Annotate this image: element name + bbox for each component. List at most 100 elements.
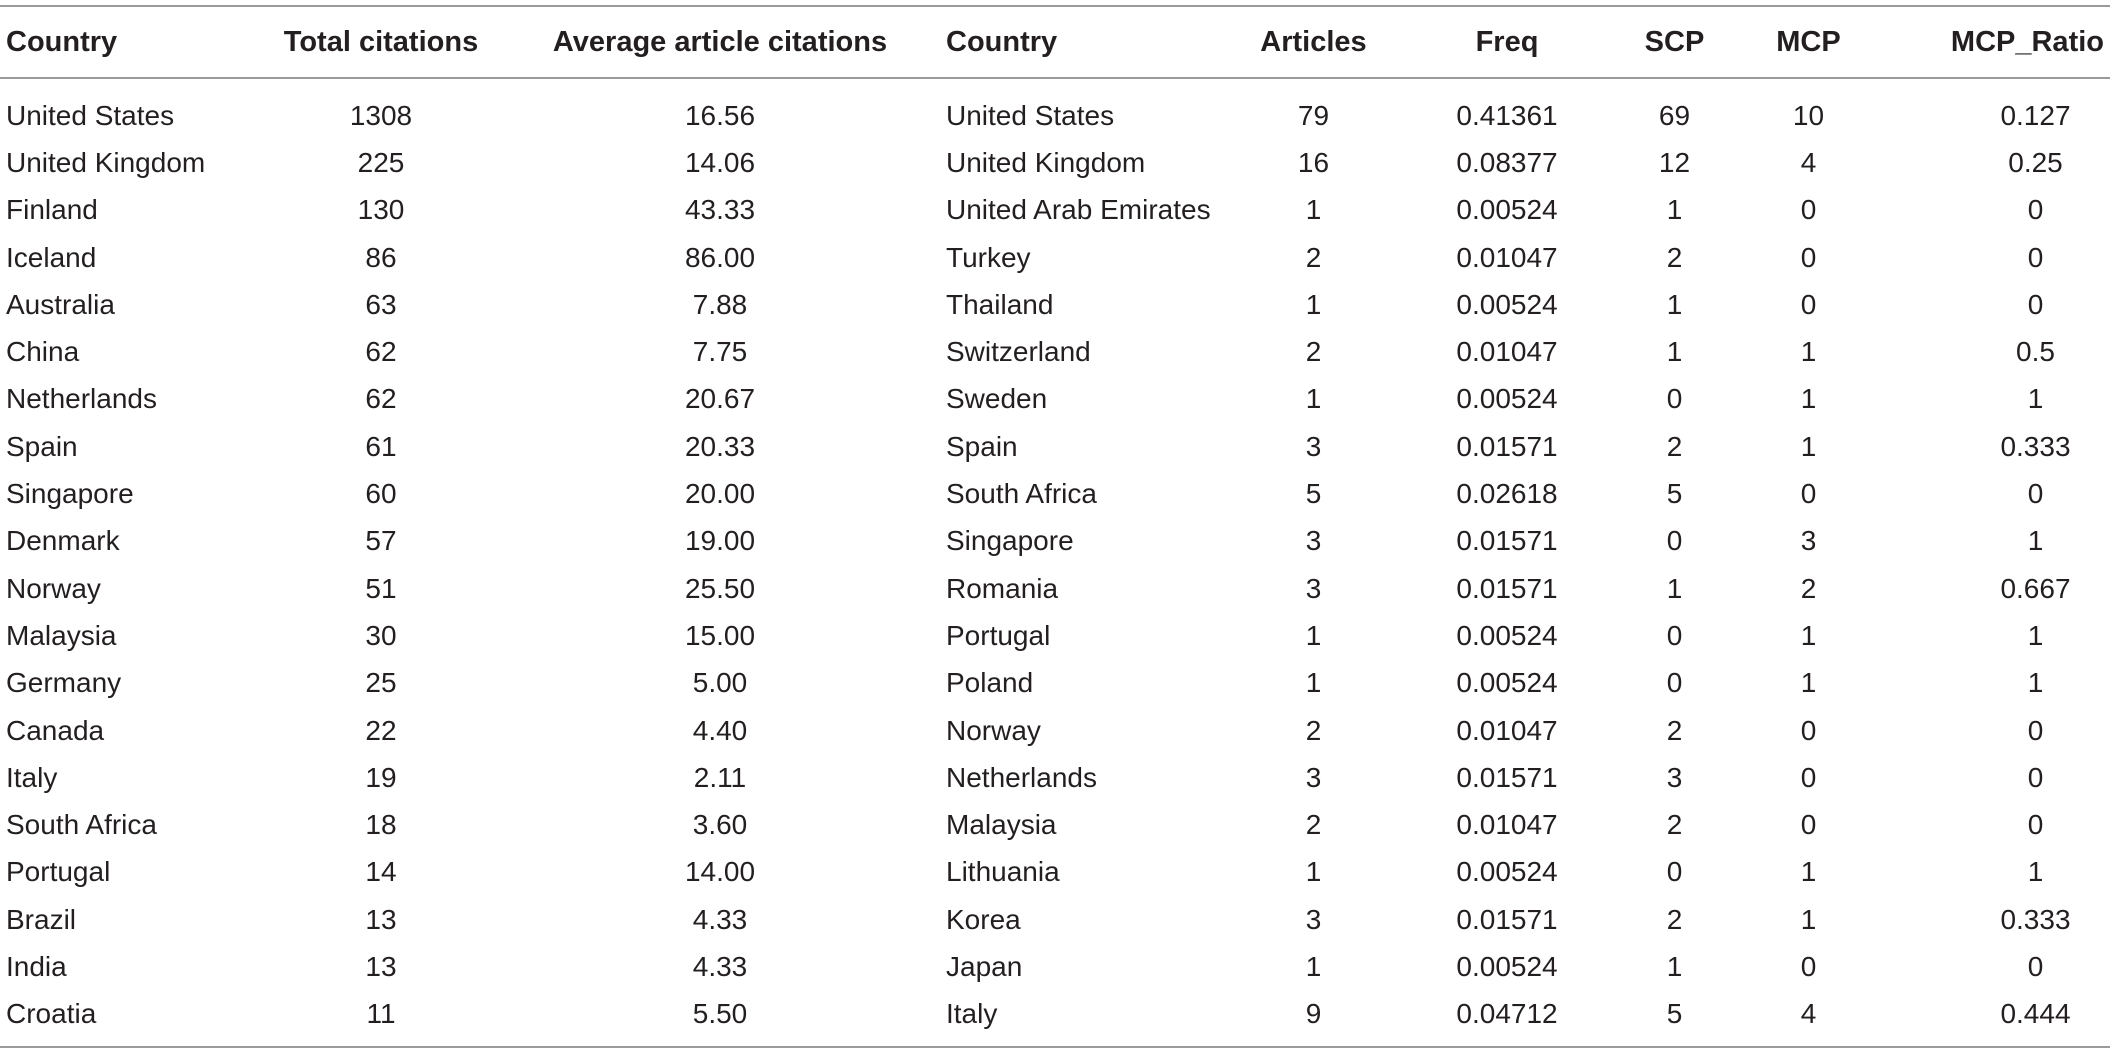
cell-country: Brazil [6, 903, 77, 935]
cell-freq: 0.00524 [1456, 667, 1558, 699]
cell-total-citations: 22 [365, 714, 397, 746]
table-row: Germany 25 5.00 Poland 1 0.00524 0 1 1 [0, 660, 2110, 707]
cell-articles: 2 [1305, 336, 1322, 368]
cell-country: Italy [6, 761, 58, 793]
cell-country-2: Poland [946, 667, 1034, 699]
cell-average-article-citations: 4.33 [692, 950, 748, 982]
cell-mcp-ratio: 0.25 [2008, 146, 2063, 178]
cell-total-citations: 13 [365, 903, 397, 935]
table-row: Italy 19 2.11 Netherlands 3 0.01571 3 0 0 [0, 754, 2110, 801]
cell-freq: 0.00524 [1456, 950, 1558, 982]
cell-mcp: 0 [1800, 288, 1817, 320]
cell-articles: 79 [1297, 99, 1330, 131]
cell-country-2: Turkey [946, 241, 1031, 273]
cell-freq: 0.41361 [1456, 99, 1558, 131]
cell-articles: 3 [1305, 761, 1322, 793]
cell-mcp-ratio: 0 [2027, 809, 2044, 841]
cell-total-citations: 19 [365, 761, 397, 793]
cell-average-article-citations: 20.00 [684, 478, 756, 510]
cell-mcp-ratio: 0 [2027, 478, 2044, 510]
cell-country: Malaysia [6, 619, 117, 651]
cell-articles: 9 [1305, 998, 1322, 1030]
cell-scp: 1 [1666, 950, 1683, 982]
header-articles: Articles [1260, 25, 1367, 58]
table-row: United States 1308 16.56 United States 79 0.4… [0, 78, 2110, 139]
cell-freq: 0.00524 [1456, 383, 1558, 415]
table-row: Canada 22 4.40 Norway 2 0.01047 2 0 0 [0, 707, 2110, 754]
header-mcp-ratio: MCP_Ratio [1950, 25, 2104, 58]
cell-scp: 5 [1666, 998, 1683, 1030]
cell-mcp: 0 [1800, 950, 1817, 982]
table-row: Denmark 57 19.00 Singapore 3 0.01571 0 3 1 [0, 518, 2110, 565]
cell-country-2: Malaysia [946, 809, 1057, 841]
cell-total-citations: 63 [365, 288, 397, 320]
cell-freq: 0.01571 [1456, 761, 1558, 793]
cell-average-article-citations: 7.75 [692, 336, 748, 368]
cell-scp: 2 [1666, 714, 1683, 746]
cell-country: Croatia [6, 998, 97, 1030]
cell-country-2: Thailand [946, 288, 1054, 320]
cell-average-article-citations: 5.00 [692, 667, 748, 699]
table-row: Australia 63 7.88 Thailand 1 0.00524 1 0 0 [0, 281, 2110, 328]
cell-average-article-citations: 7.88 [692, 288, 748, 320]
cell-scp: 0 [1666, 619, 1683, 651]
cell-country: Portugal [6, 856, 111, 888]
table-row: Portugal 14 14.00 Lithuania 1 0.00524 0 1 1 [0, 849, 2110, 896]
cell-country: United Kingdom [6, 146, 206, 178]
cell-country-2: Portugal [946, 619, 1051, 651]
cell-total-citations: 61 [365, 430, 397, 462]
cell-scp: 0 [1666, 667, 1683, 699]
cell-mcp: 0 [1800, 761, 1817, 793]
cell-scp: 2 [1666, 430, 1683, 462]
cell-scp: 2 [1666, 809, 1683, 841]
cell-freq: 0.01047 [1456, 336, 1558, 368]
cell-articles: 1 [1305, 950, 1322, 982]
cell-mcp-ratio: 1 [2027, 383, 2044, 415]
cell-average-article-citations: 16.56 [684, 99, 756, 131]
cell-country: Norway [6, 572, 101, 604]
cell-articles: 1 [1305, 667, 1322, 699]
cell-average-article-citations: 86.00 [684, 241, 756, 273]
cell-average-article-citations: 15.00 [684, 619, 756, 651]
cell-freq: 0.00524 [1456, 619, 1558, 651]
cell-scp: 1 [1666, 572, 1683, 604]
cell-mcp-ratio: 0 [2027, 714, 2044, 746]
cell-freq: 0.01047 [1456, 241, 1558, 273]
cell-mcp-ratio: 0.333 [2000, 903, 2071, 935]
cell-average-article-citations: 25.50 [684, 572, 756, 604]
cell-country: Iceland [6, 241, 97, 273]
cell-country-2: United Kingdom [946, 146, 1146, 178]
cell-total-citations: 30 [365, 619, 397, 651]
cell-mcp-ratio: 0 [2027, 950, 2044, 982]
cell-mcp-ratio: 0.333 [2000, 430, 2071, 462]
cell-scp: 1 [1666, 288, 1683, 320]
cell-scp: 1 [1666, 194, 1683, 226]
cell-average-article-citations: 5.50 [692, 998, 748, 1030]
cell-country-2: Netherlands [946, 761, 1097, 793]
cell-freq: 0.08377 [1456, 146, 1558, 178]
table-row: Singapore 60 20.00 South Africa 5 0.02618 5 0 0 [0, 470, 2110, 517]
cell-freq: 0.01047 [1456, 809, 1558, 841]
table-row: Spain 61 20.33 Spain 3 0.01571 2 1 0.333 [0, 423, 2110, 470]
cell-mcp-ratio: 1 [2027, 667, 2044, 699]
cell-country-2: Singapore [946, 525, 1074, 557]
cell-country: South Africa [6, 809, 157, 841]
cell-articles: 1 [1305, 619, 1322, 651]
cell-country: Germany [6, 667, 122, 699]
cell-mcp: 1 [1800, 336, 1817, 368]
cell-scp: 5 [1666, 478, 1683, 510]
cell-mcp: 1 [1800, 619, 1817, 651]
cell-articles: 3 [1305, 903, 1322, 935]
cell-total-citations: 18 [365, 809, 397, 841]
cell-country-2: United States [946, 99, 1115, 131]
cell-country-2: Sweden [946, 383, 1048, 415]
cell-average-article-citations: 14.06 [684, 146, 756, 178]
cell-mcp: 2 [1800, 572, 1817, 604]
cell-average-article-citations: 3.60 [692, 809, 748, 841]
cell-mcp-ratio: 0.667 [2000, 572, 2071, 604]
cell-total-citations: 60 [365, 478, 397, 510]
table-top-rule [0, 5, 2110, 7]
cell-average-article-citations: 4.40 [692, 714, 748, 746]
table-row: Malaysia 30 15.00 Portugal 1 0.00524 0 1 1 [0, 612, 2110, 659]
cell-mcp: 1 [1800, 667, 1817, 699]
